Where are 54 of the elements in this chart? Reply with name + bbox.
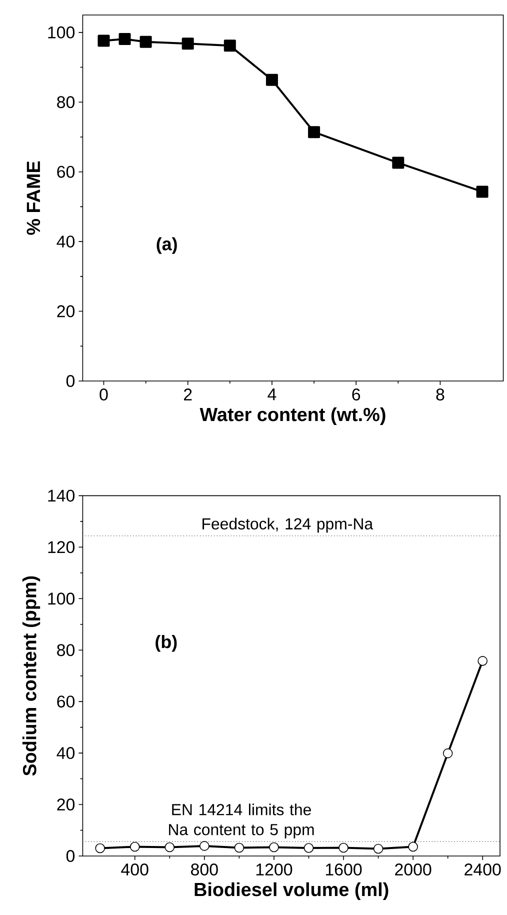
point bbox=[478, 656, 488, 666]
point bbox=[308, 126, 320, 138]
x-tick-label: 800 bbox=[191, 864, 218, 876]
point bbox=[234, 842, 244, 853]
x-tick-label: 2000 bbox=[395, 864, 432, 876]
x-tick-label: 4 bbox=[268, 388, 276, 400]
y-tick-label: 100 bbox=[48, 26, 75, 38]
y-tick-label: 140 bbox=[48, 490, 75, 502]
y-axis-title: Sodium content (ppm) bbox=[22, 576, 40, 776]
x-axis-title: Biodiesel volume (ml) bbox=[194, 882, 388, 900]
point bbox=[224, 40, 236, 52]
y-tick-label: 120 bbox=[48, 541, 75, 554]
x-tick-label: 2400 bbox=[464, 864, 501, 876]
y-tick-label: 80 bbox=[57, 644, 75, 656]
y-tick-label: 20 bbox=[57, 305, 75, 318]
point bbox=[130, 842, 140, 852]
point bbox=[140, 36, 152, 48]
x-axis-title: Water content (wt.%) bbox=[200, 407, 386, 425]
y-tick-label: 40 bbox=[56, 236, 75, 248]
y-tick-label: 0 bbox=[66, 850, 75, 862]
annotation: (b) bbox=[156, 635, 177, 652]
y-tick-label: 20 bbox=[57, 798, 75, 811]
point bbox=[269, 842, 279, 852]
point bbox=[373, 844, 384, 854]
point bbox=[200, 841, 210, 851]
x-tick-label: 2 bbox=[184, 388, 192, 400]
x-tick-label: 1200 bbox=[256, 864, 292, 876]
point bbox=[182, 38, 194, 50]
x-tick-label: 8 bbox=[436, 388, 444, 401]
ref-line-label: EN 14214 limits the Na content to 5 ppm bbox=[169, 804, 314, 838]
point bbox=[338, 842, 348, 853]
point bbox=[118, 33, 131, 46]
point bbox=[442, 748, 453, 758]
y-tick-label: 60 bbox=[57, 696, 75, 708]
x-tick-label: 0 bbox=[100, 388, 108, 401]
y-tick-label: 80 bbox=[57, 96, 75, 108]
point bbox=[266, 74, 278, 86]
x-tick-label: 1600 bbox=[326, 864, 362, 876]
y-tick-label: 100 bbox=[48, 592, 75, 605]
x-tick-label: 6 bbox=[352, 388, 360, 401]
y-tick-label: 0 bbox=[66, 374, 75, 387]
x-tick-label: 400 bbox=[121, 864, 148, 876]
point bbox=[476, 186, 488, 198]
y-tick-label: 60 bbox=[57, 166, 75, 178]
ref-line-label: Feedstock, 124 ppm-Na bbox=[202, 518, 374, 533]
point bbox=[304, 843, 314, 853]
point bbox=[95, 843, 105, 854]
point bbox=[392, 156, 404, 169]
y-axis-title: % FAME bbox=[26, 161, 40, 235]
y-tick-label: 40 bbox=[56, 747, 75, 760]
point bbox=[408, 842, 418, 852]
point bbox=[164, 842, 175, 852]
point bbox=[98, 34, 110, 47]
annotation: (a) bbox=[156, 237, 177, 254]
